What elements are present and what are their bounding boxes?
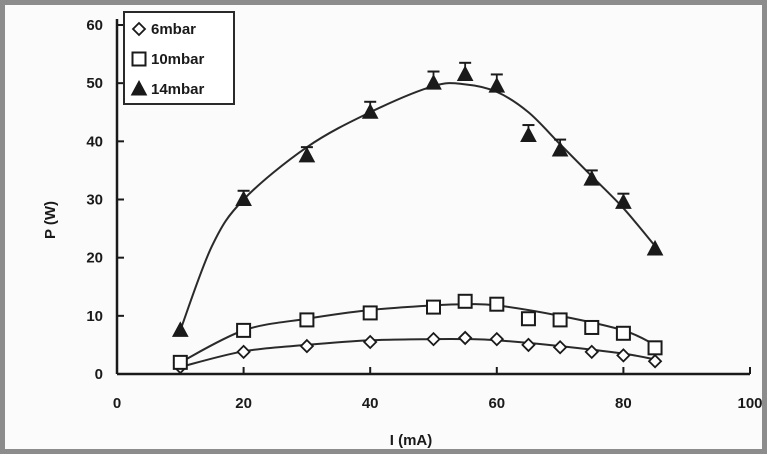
point-10mbar	[489, 296, 505, 312]
y-tick-label: 40	[86, 133, 103, 150]
y-tick-label: 50	[86, 75, 103, 92]
point-10mbar	[362, 305, 378, 321]
point-14mbar	[551, 140, 569, 157]
point-6mbar	[426, 331, 441, 347]
fit-curve-6mbar	[180, 337, 656, 368]
x-tick-label: 60	[488, 395, 505, 412]
legend: 6mbar 10mbar 14mbar	[123, 11, 235, 105]
point-6mbar	[552, 339, 568, 355]
legend-marker-10mbar	[131, 51, 147, 67]
point-6mbar	[647, 353, 663, 369]
y-tick-label: 0	[95, 366, 103, 383]
point-10mbar	[172, 354, 188, 370]
scatter-chart: 0 10 20 30 40 50 60 0 20 40 60 80 100 6mbar 10mbar 14m…	[42, 11, 762, 449]
point-14mbar	[298, 146, 316, 163]
legend-label-6mbar: 6mbar	[151, 21, 196, 38]
point-10mbar	[299, 312, 315, 328]
y-tick-label: 10	[86, 308, 103, 325]
point-6mbar	[521, 337, 536, 353]
point-14mbar	[171, 321, 189, 337]
fit-curve-14mbar	[179, 82, 656, 331]
legend-marker-6mbar	[131, 21, 147, 37]
axes: 0 10 20 30 40 50 60 0 20 40 60 80 100	[86, 17, 762, 412]
y-tick-label: 60	[86, 17, 103, 34]
point-14mbar	[520, 126, 537, 143]
data-points	[171, 65, 664, 375]
fit-curves	[179, 82, 656, 368]
point-10mbar	[647, 340, 663, 356]
point-10mbar	[520, 311, 536, 327]
point-14mbar	[488, 77, 506, 93]
y-tick-label: 30	[86, 192, 103, 209]
point-14mbar	[646, 239, 664, 256]
point-10mbar	[457, 293, 473, 309]
x-tick-label: 20	[235, 395, 252, 412]
point-14mbar	[583, 170, 601, 186]
point-6mbar	[457, 330, 473, 346]
point-6mbar	[299, 338, 315, 354]
point-6mbar	[616, 348, 631, 363]
point-10mbar	[426, 299, 441, 315]
point-10mbar	[584, 319, 600, 335]
x-axis-label: I (mA)	[390, 432, 433, 449]
x-tick-label: 0	[113, 395, 121, 412]
point-10mbar	[236, 322, 252, 338]
x-tick-label: 100	[737, 395, 762, 412]
legend-label-10mbar: 10mbar	[151, 51, 205, 68]
point-14mbar	[456, 65, 474, 81]
point-10mbar	[615, 325, 631, 341]
point-6mbar	[489, 331, 505, 347]
point-6mbar	[584, 344, 600, 360]
y-tick-label: 20	[86, 250, 103, 267]
x-tick-label: 40	[362, 395, 379, 412]
fit-curve-10mbar	[179, 303, 656, 364]
y-axis-label: P (W)	[42, 201, 59, 239]
point-6mbar	[236, 344, 251, 360]
legend-label-14mbar: 14mbar	[151, 81, 205, 98]
point-14mbar	[425, 74, 442, 90]
point-10mbar	[552, 312, 568, 328]
point-14mbar	[361, 103, 379, 119]
point-14mbar	[235, 190, 252, 206]
point-14mbar	[615, 193, 632, 209]
point-6mbar	[362, 334, 378, 350]
legend-marker-14mbar	[130, 79, 148, 96]
x-tick-label: 80	[615, 395, 632, 412]
